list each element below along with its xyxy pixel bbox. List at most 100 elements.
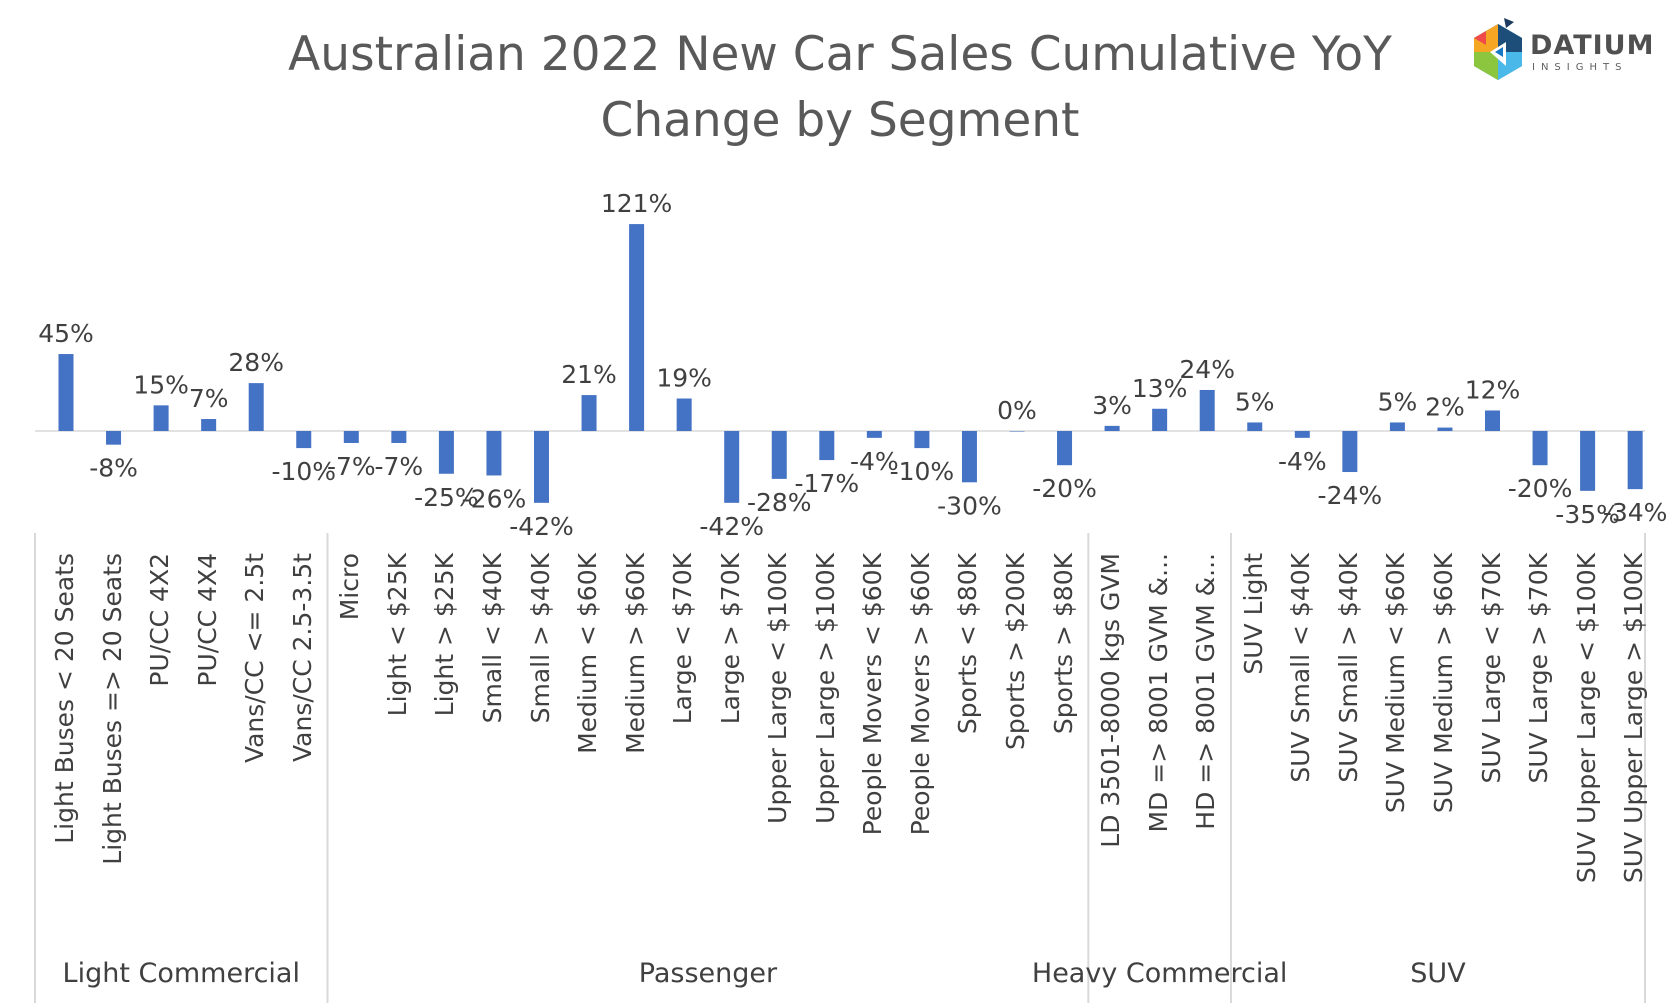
category-label: Light > $25K [430, 553, 460, 717]
chart-title: Australian 2022 New Car Sales Cumulative… [150, 22, 1530, 154]
bar [1057, 431, 1073, 466]
category-label: SUV Medium > $60K [1428, 553, 1458, 814]
data-label: -10% [890, 457, 955, 486]
category-label: MD => 8001 GVM &... [1143, 553, 1173, 833]
data-label: -34% [1603, 498, 1668, 527]
bar [1437, 427, 1453, 431]
data-label: -17% [795, 469, 860, 498]
category-label: SUV Large > $70K [1524, 553, 1554, 784]
data-label: 3% [1092, 391, 1132, 420]
category-label: Small > $40K [525, 553, 555, 724]
data-label: 21% [561, 360, 617, 389]
datium-logo: DATIUM INSIGHTS [1468, 16, 1658, 88]
bar [1532, 431, 1548, 466]
category-label: LD 3501-8000 kgs GVM [1096, 553, 1126, 848]
bar [819, 431, 835, 461]
data-label: 19% [656, 364, 712, 393]
data-label: 12% [1465, 375, 1521, 404]
bar [1009, 431, 1025, 432]
logo-sub: INSIGHTS [1532, 62, 1628, 73]
data-label: -35% [1555, 500, 1620, 529]
bar [486, 431, 502, 476]
data-label: -28% [747, 488, 812, 517]
bar [771, 431, 787, 479]
bar [248, 383, 264, 431]
category-label: Sports > $200K [1001, 553, 1030, 750]
data-label: 13% [1132, 374, 1188, 403]
data-label: 0% [997, 396, 1037, 425]
data-label: -7% [327, 452, 376, 481]
category-label: Vans/CC <= 2.5t [240, 553, 270, 764]
category-label: SUV Small > $40K [1333, 553, 1363, 783]
category-label: SUV Large < $70K [1476, 553, 1506, 784]
data-label: -42% [699, 512, 764, 541]
bar [1485, 410, 1500, 431]
category-label: SUV Medium < $60K [1381, 553, 1411, 814]
bar [1294, 431, 1310, 438]
group-label: SUV [1410, 958, 1466, 989]
category-label: PU/CC 4X2 [145, 553, 175, 687]
category-label: Vans/CC 2.5-3.5t [287, 553, 317, 762]
data-label: 7% [189, 384, 229, 413]
title-line-2: Change by Segment [600, 93, 1080, 148]
category-label: Small < $40K [477, 553, 507, 724]
data-label: 45% [38, 319, 94, 348]
bar [1580, 431, 1596, 491]
category-label: Large > $70K [715, 553, 745, 725]
bar [296, 431, 312, 449]
data-label: -30% [937, 491, 1002, 520]
bar [343, 431, 359, 443]
category-label: Sports > $80K [1048, 553, 1078, 735]
data-label: -10% [271, 457, 336, 486]
category-label: Micro [335, 553, 365, 621]
category-label: SUV Small < $40K [1286, 553, 1316, 783]
bar [391, 431, 407, 443]
category-label: SUV Light [1238, 553, 1268, 675]
data-label: 24% [1179, 355, 1235, 384]
bar [866, 431, 882, 438]
group-label: Light Commercial [62, 958, 300, 989]
category-label: People Movers > $60K [905, 553, 935, 836]
data-label: -20% [1032, 474, 1097, 503]
data-label: -24% [1318, 481, 1383, 510]
bar [1199, 389, 1215, 431]
group-label: Passenger [638, 958, 778, 989]
bar [153, 405, 169, 431]
data-label: 2% [1425, 393, 1465, 422]
data-label: -42% [509, 512, 574, 541]
data-label: 28% [228, 348, 284, 377]
category-label: HD => 8001 GVM &... [1191, 553, 1221, 830]
bar [106, 431, 122, 445]
category-label: Light Buses < 20 Seats [50, 553, 79, 844]
category-label: Light < $25K [382, 553, 412, 717]
category-label: Sports < $80K [953, 553, 983, 735]
category-label: Medium > $60K [620, 553, 650, 754]
bar [629, 224, 645, 431]
title-line-1: Australian 2022 New Car Sales Cumulative… [288, 27, 1392, 82]
category-label: PU/CC 4X4 [192, 553, 222, 687]
bar [438, 431, 454, 474]
bar [676, 398, 692, 431]
logo-name: DATIUM [1530, 30, 1655, 61]
bar [581, 395, 597, 431]
category-label: People Movers < $60K [858, 553, 888, 836]
category-label: Large < $70K [668, 553, 698, 725]
bar [914, 431, 930, 449]
category-label: SUV Upper Large > $100K [1619, 553, 1649, 884]
data-label: -26% [462, 484, 527, 513]
data-label: -20% [1508, 474, 1573, 503]
bar [1342, 431, 1358, 473]
category-label: Medium < $60K [573, 553, 603, 754]
bar [201, 419, 217, 431]
group-label: Heavy Commercial [1031, 958, 1288, 989]
category-label: SUV Upper Large < $100K [1571, 553, 1601, 884]
data-label: 5% [1378, 387, 1418, 416]
bar [1104, 425, 1120, 431]
bar [534, 431, 549, 503]
data-label: -25% [414, 483, 479, 512]
category-label: Light Buses => 20 Seats [97, 553, 127, 865]
data-label: -4% [850, 447, 899, 476]
category-label: Upper Large < $100K [763, 553, 793, 824]
data-label: 15% [133, 370, 189, 399]
